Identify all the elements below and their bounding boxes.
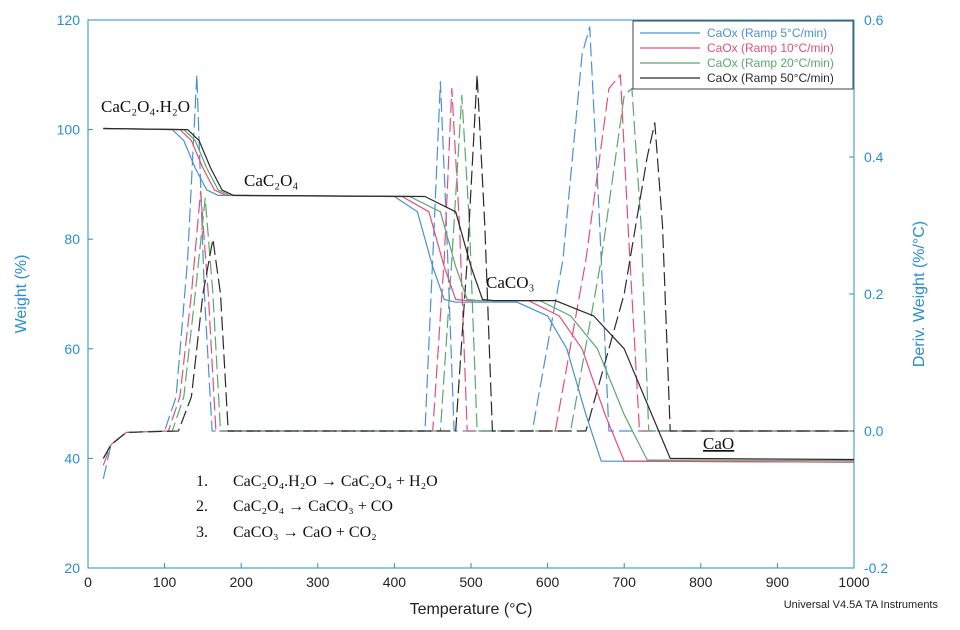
x-tick-label-3: 300 [306,574,330,590]
y2-tick-label-4: 0.6 [864,12,884,28]
x-tick-label-8: 800 [689,574,713,590]
y-tick-label-0: 20 [64,560,80,576]
x-tick-label-2: 200 [230,574,254,590]
weight-line-ramp-10 [103,127,855,463]
y2-tick-label-0: -0.2 [864,560,888,576]
label-carbonate: CaCO₃ [486,273,535,292]
reaction-1-number: 1. [196,473,208,490]
legend-label-10: CaOx (Ramp 10°C/min) [707,41,834,55]
x-tick-label-1: 100 [153,574,177,590]
y2-axis-title: Deriv. Weight (%/°C) [911,221,928,367]
x-tick-label-5: 500 [459,574,483,590]
reaction-3-number: 3. [196,524,208,541]
y-tick-label-5: 120 [57,12,81,28]
x-tick-label-10: 1000 [838,574,869,590]
y2-tick-label-2: 0.2 [864,286,884,302]
legend-label-5: CaOx (Ramp 5°C/min) [707,26,827,40]
y2-tick-label-3: 0.4 [864,149,884,165]
y-axis-title: Weight (%) [13,255,30,334]
reaction-2-equation: CaC₂O₄ → CaCO₃ + CO [233,498,393,515]
reaction-3-equation: CaCO₃ → CaO + CO₂ [233,524,377,541]
weight-line-ramp-20 [103,127,855,462]
weight-curves [103,127,855,463]
x-tick-label-4: 400 [383,574,407,590]
label-oxide: CaO [703,434,734,453]
y-tick-label-3: 80 [64,231,80,247]
reaction-1-equation: CaC₂O₄.H₂O → CaC₂O₄ + H₂O [233,473,438,490]
deriv-line-ramp-10 [102,74,854,466]
footer-credit: Universal V4.5A TA Instruments [784,599,939,611]
y2-tick-label-1: 0.0 [864,423,884,439]
y-tick-label-4: 100 [57,122,81,138]
legend-label-50: CaOx (Ramp 50°C/min) [707,71,834,85]
x-tick-label-7: 700 [613,574,637,590]
label-monohydrate: CaC₂O₄.H₂O [101,97,190,116]
label-oxalate: CaC₂O₄ [244,171,298,190]
y-tick-label-1: 40 [64,450,80,466]
x-tick-label-6: 600 [536,574,560,590]
weight-line-ramp-5 [103,127,855,463]
x-tick-label-9: 900 [766,574,790,590]
reaction-2-number: 2. [196,498,208,515]
deriv-line-ramp-5 [102,26,854,480]
legend: CaOx (Ramp 5°C/min) CaOx (Ramp 10°C/min)… [632,20,854,90]
derivative-curves [102,26,854,480]
deriv-line-ramp-20 [102,87,854,459]
deriv-line-ramp-50 [102,74,854,459]
x-tick-label-0: 0 [84,574,92,590]
y-tick-label-2: 60 [64,341,80,357]
weight-line-ramp-50 [103,127,855,461]
x-axis-title: Temperature (°C) [410,601,533,618]
tick-group: 0 100 200 300 400 500 600 700 800 900 1000 20 40 60 80… [57,12,889,590]
legend-label-20: CaOx (Ramp 20°C/min) [707,56,834,70]
